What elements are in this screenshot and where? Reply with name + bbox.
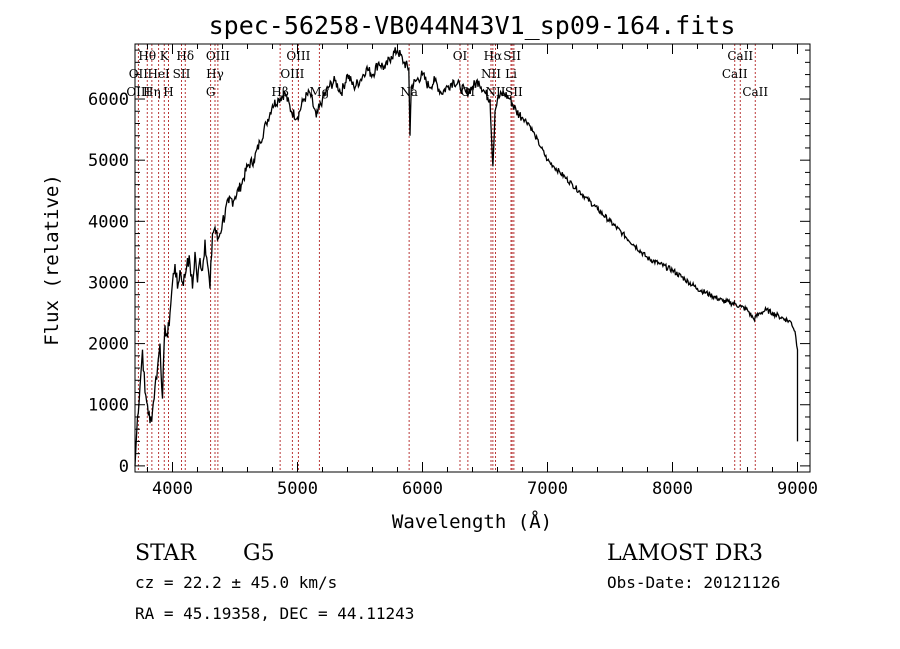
line-label-oii: OII [129,67,149,81]
line-label-sii: SII [505,85,523,99]
chart-title: spec-56258-VB044N43V1_sp09-164.fits [209,11,736,40]
x-tick-label: 6000 [402,479,443,499]
object-subclass: G5 [243,541,275,566]
line-label-sii: SII [173,67,191,81]
line-label-oiii: OIII [206,49,230,63]
line-label-g: G [206,85,216,99]
line-label-caii: CaII [727,49,753,63]
line-label-caii: CaII [722,67,748,81]
object-class: STAR [135,541,197,566]
spectrum-line [134,47,799,466]
coordinates: RA = 45.19358, DEC = 44.11243 [135,604,414,623]
plot-frame [134,43,811,473]
y-tick-label: 6000 [88,90,129,110]
line-label-nii: NII [481,67,501,81]
line-label-hη: Hη [143,85,161,99]
line-label-nii: NII [486,85,506,99]
line-label-hθ: Hθ [138,49,156,63]
y-tick-label: 5000 [88,151,129,171]
x-tick-label: 7000 [527,479,568,499]
y-axis-ticks: 0 1000 2000 3000 4000 5000 6000 [88,49,810,477]
y-tick-label: 3000 [88,273,129,293]
redshift-info: cz = 22.2 ± 45.0 km/s [135,573,337,592]
y-tick-label: 2000 [88,335,129,355]
survey-name: LAMOST DR3 [607,541,763,566]
x-axis-ticks: 4000 5000 6000 7000 8000 9000 [147,44,818,499]
x-axis-label: Wavelength (Å) [392,510,552,533]
line-markers [137,44,756,472]
line-label-caii: CaII [742,85,768,99]
y-tick-label: 0 [119,457,129,477]
y-axis-label: Flux (relative) [41,174,63,346]
obs-date: Obs-Date: 20121126 [607,573,780,592]
line-label-hα: Hα [484,49,503,63]
line-label-oiii: OIII [126,85,150,99]
line-label-hei: HeI [147,67,170,81]
line-label-k: K [160,49,170,63]
line-label-hγ: Hγ [206,67,224,81]
line-label-oiii: OIII [280,67,304,81]
line-label-li: Li [505,67,517,81]
x-tick-label: 5000 [277,479,318,499]
line-label-sii: SII [503,49,521,63]
x-tick-label: 4000 [152,479,193,499]
line-label-hβ: Hβ [271,85,288,99]
x-tick-label: 9000 [777,479,818,499]
x-tick-label: 8000 [652,479,693,499]
line-label-h: H [163,85,173,99]
y-tick-label: 1000 [88,396,129,416]
line-label-hδ: Hδ [176,49,194,63]
y-tick-label: 4000 [88,212,129,232]
line-label-oi: OI [453,49,468,63]
line-label-oiii: OIII [286,49,310,63]
